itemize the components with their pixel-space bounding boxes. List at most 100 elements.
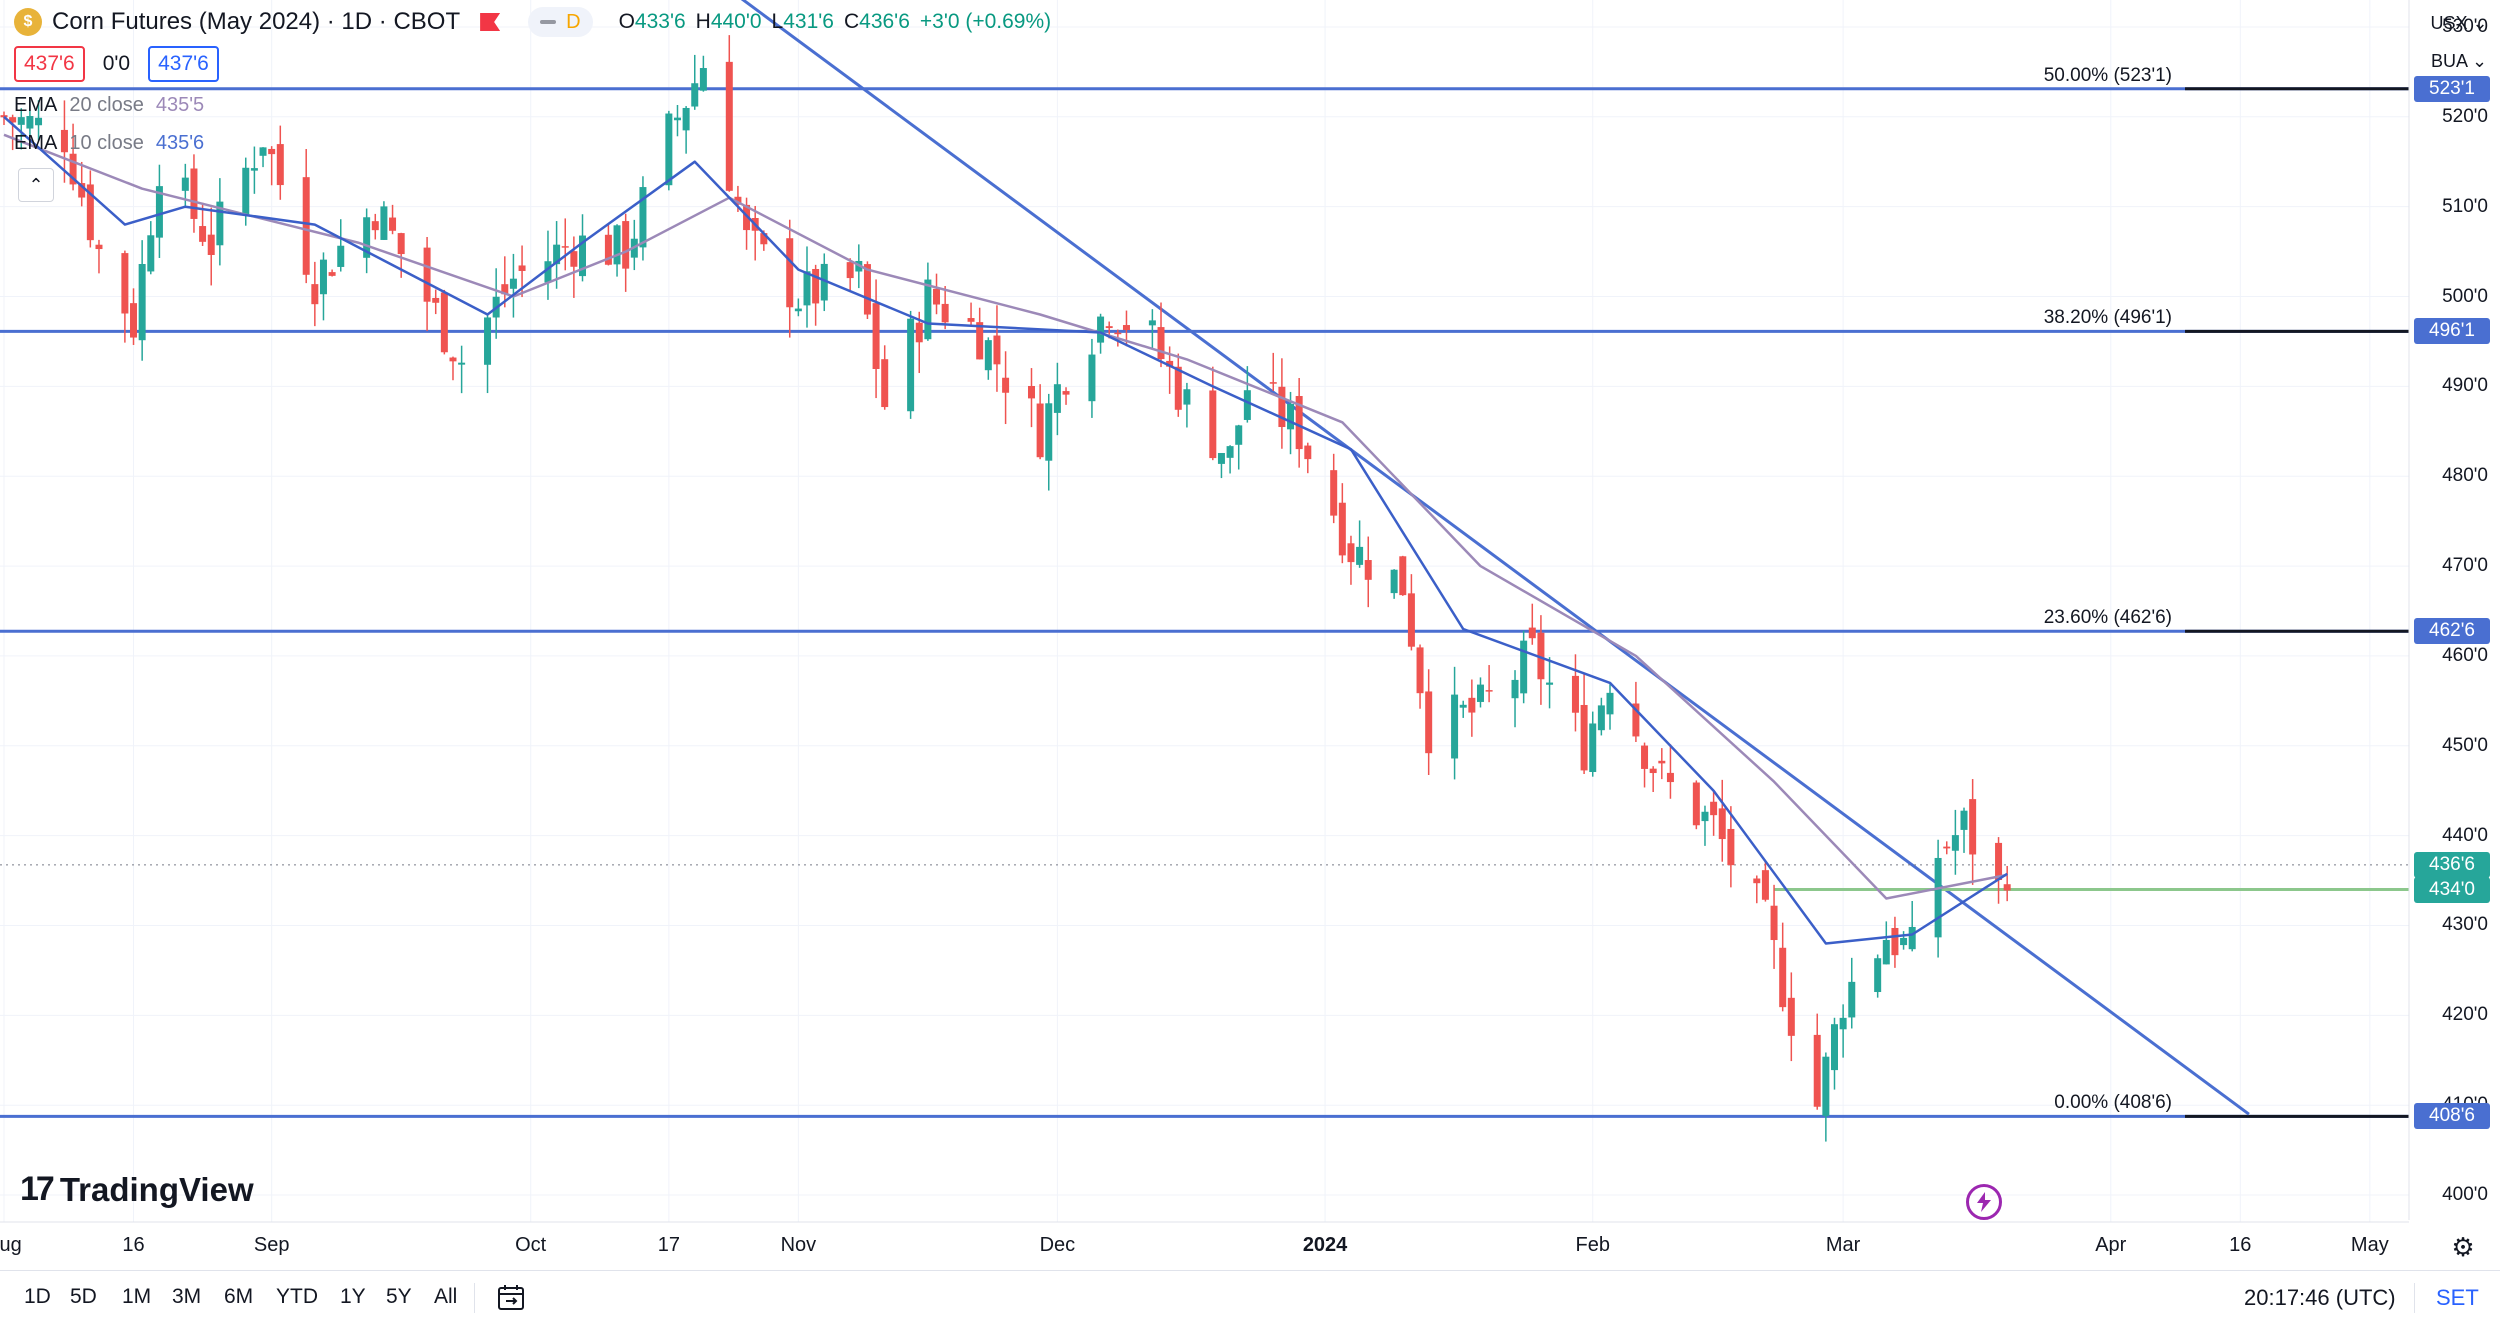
calendar-range-icon[interactable] (496, 1283, 528, 1313)
candle (147, 221, 155, 275)
bottom-toolbar: 1D 5D 1M 3M 6M YTD 1Y 5Y All 20:17:46 (UTC) SET (0, 1270, 2500, 1324)
candle-body (907, 318, 915, 412)
candle (2003, 865, 2011, 902)
clock-display[interactable]: 20:17:46 (UTC) (2244, 1285, 2396, 1310)
candle-body (1710, 801, 1718, 816)
candle (1710, 790, 1718, 836)
gear-icon[interactable]: ⚙ (2451, 1231, 2475, 1262)
candle (389, 204, 397, 235)
ema10-legend[interactable]: EMA 10 close 435'6 (14, 132, 204, 155)
candle-body (622, 221, 630, 269)
tradingview-logo-word: TradingView (59, 1170, 254, 1208)
ema20-params: 20 close (69, 94, 144, 116)
buy-price-button[interactable]: 437'6 (148, 46, 219, 82)
fib-level-label: 38.20% (496'1) (2043, 307, 2172, 329)
candle (1848, 957, 1856, 1029)
candle (259, 147, 267, 168)
tradingview-logo[interactable]: 17 TradingView (20, 1170, 254, 1209)
candle (440, 289, 448, 355)
candle-body (1045, 403, 1053, 461)
candle-body (1451, 694, 1459, 759)
candle-body (121, 253, 129, 314)
ema20-legend[interactable]: EMA 20 close 435'5 (14, 94, 204, 117)
candle-body (380, 206, 388, 240)
range-button-1y[interactable]: 1Y (340, 1285, 366, 1308)
candle-body (432, 297, 440, 303)
candle (639, 176, 647, 261)
candle (872, 279, 880, 399)
candle-body (691, 83, 699, 107)
price-chart[interactable] (0, 0, 2500, 1270)
candle (432, 289, 440, 315)
candle-body (1304, 445, 1312, 460)
time-axis-label: Sep (253, 1234, 290, 1256)
range-button-1m[interactable]: 1M (122, 1285, 152, 1308)
candle (907, 310, 915, 419)
range-button-3m[interactable]: 3M (172, 1285, 202, 1308)
candle (1969, 779, 1977, 885)
candle (941, 286, 949, 330)
candle-body (1606, 692, 1614, 715)
range-button-ytd[interactable]: YTD (276, 1285, 318, 1308)
unit-selector[interactable]: BUA ⌄ (2430, 42, 2488, 80)
candle (302, 148, 310, 284)
candle-body (604, 234, 612, 265)
time-axis-label: Aug (0, 1234, 22, 1256)
candle-body (725, 61, 733, 191)
candle-body (337, 245, 345, 267)
candle-body (1848, 981, 1856, 1018)
candle-body (9, 117, 17, 123)
candle (1243, 366, 1251, 423)
candle (190, 154, 198, 233)
range-button-5d[interactable]: 5D (70, 1285, 97, 1308)
range-button-5y[interactable]: 5Y (386, 1285, 412, 1308)
candle-body (1002, 377, 1010, 393)
ema10-value: 435'6 (155, 132, 205, 154)
candle-body (1356, 546, 1364, 565)
candle-body (1641, 745, 1649, 769)
flash-icon[interactable] (1966, 1184, 2002, 1220)
session-button[interactable]: SET (2436, 1285, 2479, 1310)
fib-levels (0, 87, 2409, 1118)
range-button-1d[interactable]: 1D (24, 1285, 51, 1308)
candle (1036, 384, 1044, 460)
candle-body (1882, 939, 1890, 965)
candle (1045, 393, 1053, 491)
candle-body (743, 204, 751, 231)
ema-lines (3, 115, 2008, 945)
sell-price-button[interactable]: 437'6 (14, 46, 85, 82)
candle-body (1839, 1017, 1847, 1030)
candle-body (820, 263, 828, 301)
candle-body (35, 117, 43, 126)
candle-body (1666, 772, 1674, 783)
candle-body (1278, 386, 1286, 428)
interval-pill[interactable]: D (528, 7, 593, 37)
symbol-title[interactable]: Corn Futures (May 2024) · 1D · CBOT (52, 8, 461, 35)
candle (881, 345, 889, 410)
candle-body (734, 196, 742, 205)
price-tag: 523'1 (2414, 75, 2490, 102)
candle (337, 219, 345, 272)
range-button-6m[interactable]: 6M (224, 1285, 254, 1308)
currency-selector[interactable]: USX ⌄ (2430, 4, 2488, 42)
price-tag: 496'1 (2414, 318, 2490, 345)
candle (371, 213, 379, 240)
candle-body (2003, 884, 2011, 891)
range-button-all[interactable]: All (434, 1285, 458, 1308)
candle (553, 221, 561, 289)
collapse-legend-button[interactable]: ⌃ (18, 168, 54, 202)
candle-body (1969, 799, 1977, 855)
candle-body (1174, 366, 1182, 410)
flag-icon[interactable] (480, 13, 501, 31)
price-axis-label: 420'0 (2442, 1004, 2488, 1026)
candle (751, 205, 759, 261)
symbol-legend[interactable]: $ Corn Futures (May 2024) · 1D · CBOT D … (14, 4, 1051, 40)
candle (1692, 780, 1700, 830)
candle-body (1546, 682, 1554, 685)
candle-body (1338, 502, 1346, 556)
price-axis-label: 470'0 (2442, 555, 2488, 577)
candle (1157, 302, 1165, 368)
candle (1934, 839, 1942, 958)
candle-body (1874, 958, 1882, 993)
candle (803, 246, 811, 328)
